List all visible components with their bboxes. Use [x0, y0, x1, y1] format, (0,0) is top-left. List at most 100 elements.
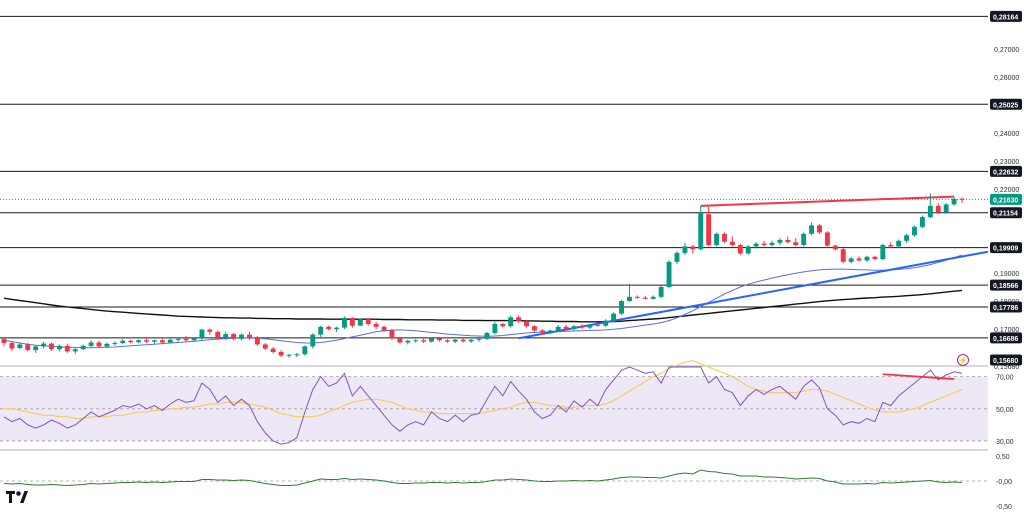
price-tick-label: 0,17000 — [994, 327, 1019, 334]
candle-body — [41, 343, 47, 347]
candle-body — [864, 256, 870, 261]
price-level-tag-label: 0,18566 — [993, 283, 1018, 290]
candle-body — [500, 323, 506, 327]
oscillator-tick-label: 0,50 — [996, 454, 1010, 461]
price-level-tag-label: 0,21154 — [993, 211, 1018, 218]
candle-body — [357, 319, 363, 326]
candle-body — [729, 241, 735, 246]
price-tick-label: 0,24000 — [994, 131, 1019, 138]
moving-average-black-line — [3, 289, 963, 323]
candle-body — [246, 334, 252, 338]
candle-body — [389, 330, 395, 338]
candle-body — [571, 326, 577, 330]
candle-body — [587, 324, 593, 328]
candle-body — [429, 338, 434, 342]
candle-body — [294, 354, 300, 356]
candle-body — [737, 245, 743, 254]
price-level-tag — [990, 332, 1022, 344]
candle-body — [437, 338, 442, 341]
price-tick-label: 0,27000 — [994, 47, 1019, 54]
price-level-tag — [990, 242, 1022, 254]
candle-body — [104, 343, 110, 347]
candle-body — [856, 258, 862, 261]
oscillator-line — [3, 469, 963, 487]
price-level-tag-label: 0,19909 — [993, 246, 1018, 253]
candle-body — [262, 344, 268, 349]
tradingview-logo[interactable] — [6, 491, 28, 503]
candle-body — [682, 246, 688, 253]
candle-body — [183, 338, 189, 341]
candle-body — [563, 326, 569, 330]
price-tick-label: 0,15680 — [994, 364, 1019, 371]
rsi-tick-label: 30,00 — [996, 439, 1014, 446]
tradingview-logo-bar — [6, 491, 15, 503]
candle-body — [334, 327, 339, 330]
candle-body — [840, 249, 846, 262]
candle-body — [951, 198, 957, 205]
price-level-tag — [990, 207, 1022, 219]
candle-body — [539, 330, 545, 333]
price-level-tag-label: 0,28164 — [993, 14, 1018, 21]
current-price-tag-label: 0,21630 — [993, 197, 1018, 204]
candle-body — [634, 296, 640, 298]
candle-body — [49, 343, 54, 350]
candle-body — [658, 287, 664, 297]
tradingview-logo-slash — [20, 491, 28, 503]
candle-body — [555, 326, 561, 331]
candle-body — [302, 346, 308, 355]
candle-body — [769, 242, 775, 246]
candle-body — [468, 339, 474, 342]
moving-average-blue-line — [3, 254, 963, 349]
candle-body — [745, 246, 751, 254]
candle-body — [809, 225, 815, 234]
candle-body — [761, 243, 767, 246]
candle-body — [460, 339, 466, 342]
candle-body — [341, 317, 347, 328]
candle-body — [492, 323, 498, 333]
candle-body — [619, 301, 625, 314]
candle-body — [9, 343, 15, 349]
price-tick-label: 0,26000 — [994, 75, 1019, 82]
price-level-labels: 0,28164 0,25025 0,22632 0,21154 0,19909 0,185… — [990, 10, 1022, 366]
candle-body — [532, 326, 537, 331]
candle-body — [33, 346, 39, 351]
candle-body — [872, 256, 878, 260]
moving-averages — [3, 254, 963, 349]
candle-body — [627, 296, 632, 302]
rsi-divergence-line — [882, 373, 955, 380]
candle-body — [254, 337, 260, 345]
price-level-tag — [990, 10, 1022, 22]
candle-body — [935, 205, 941, 212]
candle-body — [452, 339, 458, 342]
price-level-tag-label: 0,22632 — [993, 169, 1018, 176]
candle-body — [167, 339, 173, 343]
candle-body — [405, 340, 411, 343]
candle-body — [120, 340, 126, 344]
candle-body — [136, 340, 142, 343]
candle-body — [785, 239, 791, 243]
candle-body — [56, 345, 62, 350]
alert-icon — [957, 354, 969, 366]
candle-body — [64, 345, 70, 352]
candle-body — [904, 235, 910, 241]
candle-body — [231, 334, 237, 339]
candle-body — [444, 340, 450, 342]
candle-body — [698, 212, 704, 250]
candle-body — [793, 242, 799, 246]
candle-body — [927, 205, 933, 218]
rsi-tick-label: 70,00 — [996, 375, 1014, 382]
price-level-tag-label: 0,15680 — [993, 358, 1018, 365]
candle-body — [650, 296, 656, 299]
candle-body — [191, 338, 197, 341]
rsi-tick-label: 50,00 — [996, 407, 1014, 414]
alert-icon-glyph: ⚡ — [958, 355, 968, 365]
candle-body — [817, 225, 822, 233]
price-level-tag — [990, 301, 1022, 313]
resistance-trendline — [700, 195, 955, 207]
price-level-tag-label: 0,17786 — [993, 305, 1018, 312]
candle-body — [603, 320, 609, 326]
price-tick-label: 0,19000 — [994, 271, 1019, 278]
candle-body — [144, 340, 149, 342]
tradingview-logo-dot — [16, 491, 21, 496]
